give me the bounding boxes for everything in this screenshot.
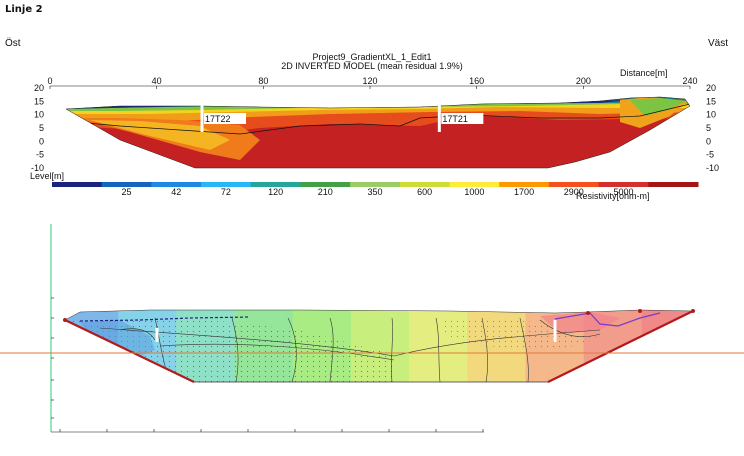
distance-axis-label: Distance[m] <box>620 68 668 78</box>
model-right-boundary <box>547 310 694 383</box>
colorbar-label: 350 <box>367 187 382 197</box>
level-tick-label-left: 15 <box>34 96 44 106</box>
borehole-label-bg <box>441 113 484 124</box>
model-contour-fill <box>65 310 693 382</box>
colorbar-swatch <box>52 182 103 187</box>
level-tick-label-left: 0 <box>39 136 44 146</box>
colorbar-label: 5000 <box>613 187 633 197</box>
colorbar-swatch <box>350 182 401 187</box>
colorbar-swatch <box>201 182 252 187</box>
distance-tick-label: 80 <box>258 76 268 86</box>
level-tick-label-left: 5 <box>39 123 44 133</box>
level-tick-label-left: -10 <box>31 163 44 173</box>
colorbar-label: 1700 <box>514 187 534 197</box>
distance-tick-label: 40 <box>152 76 162 86</box>
model-top-layer-line <box>79 316 251 322</box>
colorbar-label: 72 <box>221 187 231 197</box>
model-contour-band <box>65 310 120 382</box>
colorbar-swatch <box>449 182 500 187</box>
east-direction-label: Väst <box>707 38 728 49</box>
colorbar-label: 120 <box>268 187 283 197</box>
model-title: 2D INVERTED MODEL (mean residual 1.9%) <box>281 61 463 71</box>
page-title: Linje 2 <box>5 4 43 15</box>
west-direction-label: Öst <box>5 38 21 49</box>
colorbar-swatch <box>399 182 451 187</box>
level-tick-label-right: -10 <box>706 163 719 173</box>
level-tick-label-right: 20 <box>706 83 716 93</box>
borehole-label: 17T22 <box>205 114 231 124</box>
level-tick-label-right: -5 <box>706 150 714 160</box>
model-right-layer-line <box>554 312 661 327</box>
level-tick-label-right: 0 <box>706 136 711 146</box>
colorbar-swatch <box>499 182 550 187</box>
resistivity-label: Resistivity[ohm-m] <box>576 191 650 201</box>
level-tick-label-right: 10 <box>706 110 716 120</box>
distance-tick-label: 240 <box>682 76 697 86</box>
colorbar-label: 1000 <box>464 187 484 197</box>
level-tick-label-right: 15 <box>706 96 716 106</box>
project-title: Project9_GradientXL_1_Edit1 <box>312 52 432 62</box>
model-left-boundary <box>64 319 195 383</box>
level-tick-label-left: 10 <box>34 110 44 120</box>
colorbar-swatch <box>151 182 202 187</box>
colorbar-swatch <box>548 182 600 187</box>
distance-tick-label: 200 <box>576 76 591 86</box>
colorbar-swatch <box>598 182 649 187</box>
model-corner-marker <box>638 309 642 313</box>
model-corner-marker <box>586 311 590 315</box>
distance-tick-label: 120 <box>362 76 377 86</box>
colorbar-label: 210 <box>318 187 333 197</box>
colorbar-swatch <box>250 182 301 187</box>
colorbar-swatch <box>300 182 351 187</box>
model-corner-marker <box>691 309 695 313</box>
colorbar-swatch <box>648 182 699 187</box>
colorbar-swatch <box>101 182 152 187</box>
model-corner-marker <box>63 318 67 322</box>
colorbar-label: 600 <box>417 187 432 197</box>
colorbar-label: 42 <box>171 187 181 197</box>
borehole-label: 17T21 <box>442 114 468 124</box>
distance-tick-label: 0 <box>47 76 52 86</box>
distance-tick-label: 160 <box>469 76 484 86</box>
colorbar-label: 2900 <box>564 187 584 197</box>
model-contour-band <box>641 310 693 382</box>
level-tick-label-left: 20 <box>34 83 44 93</box>
level-tick-label-left: -5 <box>36 150 44 160</box>
borehole-label-bg <box>204 113 246 124</box>
level-axis-label: Level[m] <box>30 171 65 181</box>
colorbar-label: 25 <box>122 187 132 197</box>
level-tick-label-right: 5 <box>706 123 711 133</box>
interpreted-model-section <box>50 224 695 433</box>
